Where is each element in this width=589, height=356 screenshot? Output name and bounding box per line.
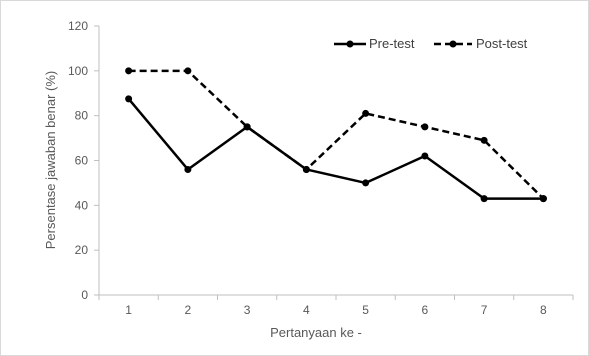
legend: Pre-test Post-test [334,36,528,51]
data-point-pre-test [480,195,488,203]
data-point-pre-test [243,123,251,131]
x-axis-title: Pertanyaan ke - [270,325,362,340]
y-tick-label: 0 [81,288,88,302]
legend-label-post-test: Post-test [476,36,528,51]
y-tick-label: 100 [68,64,88,78]
data-point-pre-test [539,195,547,203]
y-tick-label: 120 [68,19,88,33]
data-point-post-test [421,123,429,131]
y-tick-label: 40 [75,198,89,212]
x-tick-label: 5 [362,303,369,317]
y-axis: 0 20 40 60 80 100 120 [68,19,100,302]
series-line-pre-test [127,98,544,200]
x-tick-label: 6 [422,303,429,317]
data-point-pre-test [125,95,133,103]
legend-marker-pre-test [346,40,354,48]
legend-marker-post-test [449,40,457,48]
data-point-pre-test [302,165,310,173]
data-point-pre-test [421,152,429,160]
x-tick-label: 1 [125,303,132,317]
data-point-pre-test [362,179,370,187]
data-point-post-test [125,67,133,75]
x-tick-label: 3 [244,303,251,317]
x-tick-label: 2 [185,303,192,317]
data-point-post-test [184,67,192,75]
x-tick-label: 8 [540,303,547,317]
legend-label-pre-test: Pre-test [369,36,415,51]
data-point-post-test [480,136,488,144]
data-point-pre-test [184,165,192,173]
y-tick-label: 60 [75,154,89,168]
x-axis: 1 2 3 4 5 6 7 8 [98,294,574,317]
x-tick-label: 7 [481,303,488,317]
series-line-post-test [128,69,545,200]
y-axis-title: Persentase jawaban benar (%) [43,71,58,250]
data-point-post-test [362,109,370,117]
series-pre-test [125,95,547,203]
series-layer [125,67,547,203]
series-post-test [125,67,547,203]
x-tick-label: 4 [303,303,310,317]
y-tick-label: 20 [75,243,89,257]
y-tick-label: 80 [75,109,89,123]
